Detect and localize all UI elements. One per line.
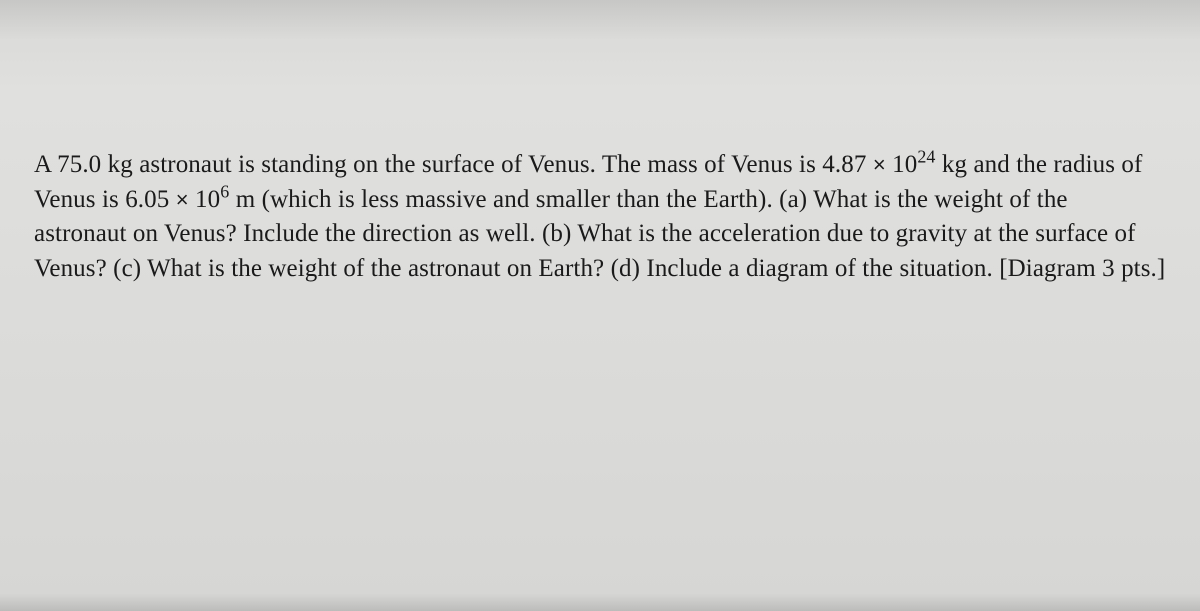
venus-mass-exp: 24 xyxy=(917,147,935,167)
ten-2: 10 xyxy=(195,186,220,213)
problem-paragraph: A 75.0 kg astronaut is standing on the s… xyxy=(34,148,1166,286)
intro-text-1: A xyxy=(34,151,57,178)
radius-text-2: (which is less massive and smaller than … xyxy=(255,186,779,213)
intro-text-2: astronaut is standing on the surface of … xyxy=(133,151,822,178)
part-d-label: (d) xyxy=(611,255,640,282)
venus-mass-unit: kg xyxy=(942,151,967,178)
venus-mass-coeff: 4.87 xyxy=(822,151,866,178)
problem-content: A 75.0 kg astronaut is standing on the s… xyxy=(34,148,1166,286)
venus-radius-exp: 6 xyxy=(220,181,229,201)
venus-radius-coeff: 6.05 xyxy=(125,186,169,213)
astronaut-mass-unit: kg xyxy=(108,151,133,178)
part-d-text: Include a diagram of the situation. [Dia… xyxy=(640,255,1165,282)
times-symbol-1: × xyxy=(873,152,886,177)
venus-radius-unit: m xyxy=(236,186,256,213)
page-top-shadow xyxy=(0,0,1200,40)
astronaut-mass: 75.0 xyxy=(57,151,101,178)
times-symbol-2: × xyxy=(176,187,189,212)
part-b-label: (b) xyxy=(542,220,571,247)
ten-1: 10 xyxy=(892,151,917,178)
page-bottom-shadow xyxy=(0,593,1200,611)
part-c-label: (c) xyxy=(113,255,141,282)
part-a-label: (a) xyxy=(779,186,807,213)
part-c-text: What is the weight of the astronaut on E… xyxy=(141,255,610,282)
